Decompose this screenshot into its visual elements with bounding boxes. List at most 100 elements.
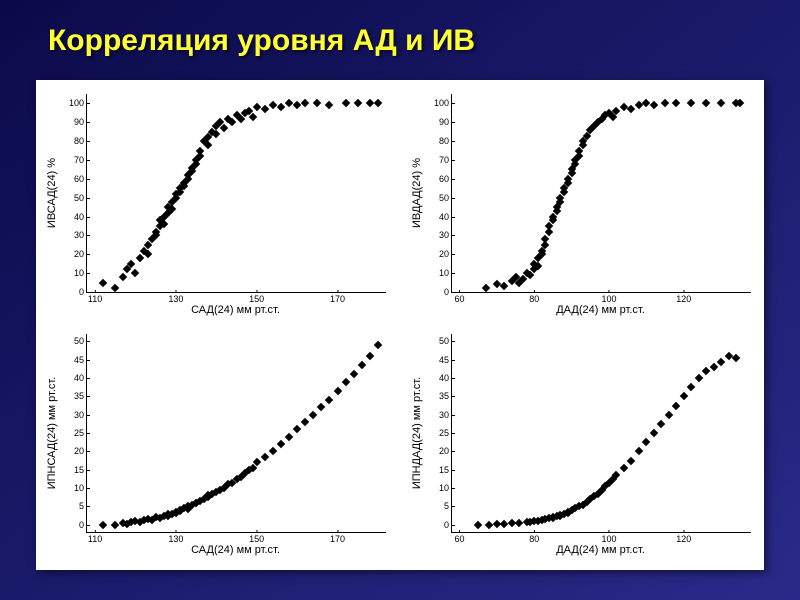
data-point: [672, 99, 680, 107]
plot-area: 0102030405060708090100110130150170: [86, 94, 386, 293]
slide-title: Корреляция уровня АД и ИВ: [0, 0, 800, 58]
panel-top-right: 01020304050607080901006080100120 ИВДАД(24…: [409, 88, 756, 322]
data-point: [474, 520, 482, 528]
data-point: [627, 105, 635, 113]
ytick: 90: [74, 117, 87, 127]
data-point: [500, 520, 508, 528]
y-axis-label: ИПНСАД(24) мм рт.ст.: [46, 377, 58, 490]
ytick: 0: [79, 287, 87, 297]
data-point: [717, 357, 725, 365]
ytick: 80: [74, 136, 87, 146]
ytick: 50: [439, 336, 452, 346]
data-point: [366, 352, 374, 360]
data-point: [143, 250, 151, 258]
ytick: 70: [439, 155, 452, 165]
xtick: 130: [168, 292, 183, 304]
panel-top-left: 0102030405060708090100110130150170ИВСАД(…: [44, 88, 391, 322]
data-point: [642, 438, 650, 446]
data-point: [732, 354, 740, 362]
data-point: [228, 118, 236, 126]
data-point: [212, 129, 220, 137]
ytick: 80: [439, 136, 452, 146]
data-point: [515, 519, 523, 527]
ytick: 40: [439, 373, 452, 383]
x-axis-label: САД(24) мм рт.ст.: [191, 304, 280, 316]
data-point: [111, 284, 119, 292]
data-point: [127, 259, 135, 267]
data-point: [261, 453, 269, 461]
data-point: [545, 227, 553, 235]
data-point: [309, 410, 317, 418]
data-point: [220, 124, 228, 132]
xtick: 80: [529, 292, 539, 304]
ytick: 40: [439, 212, 452, 222]
data-point: [353, 99, 361, 107]
ytick: 60: [74, 174, 87, 184]
data-point: [627, 456, 635, 464]
xtick: 130: [168, 532, 183, 544]
data-point: [333, 387, 341, 395]
xtick: 110: [88, 532, 102, 544]
ytick: 70: [74, 155, 87, 165]
xtick: 120: [676, 292, 691, 304]
data-point: [277, 103, 285, 111]
xtick: 150: [249, 532, 264, 544]
ytick: 10: [74, 483, 87, 493]
ytick: 15: [439, 465, 452, 475]
x-axis-label: ДАД(24) мм рт.ст.: [556, 544, 645, 556]
data-point: [374, 99, 382, 107]
ytick: 50: [74, 336, 87, 346]
xtick: 60: [454, 292, 464, 304]
data-point: [269, 447, 277, 455]
data-point: [709, 363, 717, 371]
chart-grid: 0102030405060708090100110130150170ИВСАД(…: [44, 88, 756, 562]
xtick: 100: [601, 532, 616, 544]
data-point: [99, 520, 107, 528]
slide: Корреляция уровня АД и ИВ 01020304050607…: [0, 0, 800, 600]
y-axis-label: ИВДАД(24) %: [411, 158, 423, 228]
ytick: 30: [439, 410, 452, 420]
xtick: 60: [454, 532, 464, 544]
data-point: [620, 464, 628, 472]
data-point: [650, 101, 658, 109]
ytick: 15: [74, 465, 87, 475]
data-point: [131, 269, 139, 277]
data-point: [650, 429, 658, 437]
data-point: [366, 99, 374, 107]
xtick: 170: [330, 532, 345, 544]
xtick: 120: [676, 532, 691, 544]
data-point: [119, 273, 127, 281]
plot-area: 01020304050607080901006080100120: [451, 94, 751, 293]
ytick: 100: [69, 98, 87, 108]
ytick: 5: [444, 501, 452, 511]
data-point: [341, 99, 349, 107]
panel-bottom-left: 05101520253035404550110130150170ИПНСАД(2…: [44, 328, 391, 562]
ytick: 50: [439, 193, 452, 203]
data-point: [313, 99, 321, 107]
ytick: 0: [444, 287, 452, 297]
data-point: [301, 418, 309, 426]
data-point: [99, 278, 107, 286]
data-point: [285, 432, 293, 440]
ytick: 45: [74, 355, 87, 365]
ytick: 20: [439, 249, 452, 259]
chart-area: 0102030405060708090100110130150170ИВСАД(…: [36, 80, 764, 570]
data-point: [341, 377, 349, 385]
data-point: [661, 99, 669, 107]
xtick: 80: [529, 532, 539, 544]
ytick: 30: [74, 230, 87, 240]
x-axis-label: ДАД(24) мм рт.ст.: [556, 304, 645, 316]
data-point: [702, 99, 710, 107]
data-point: [277, 440, 285, 448]
ytick: 0: [79, 520, 87, 530]
ytick: 40: [74, 373, 87, 383]
data-point: [485, 520, 493, 528]
ytick: 20: [74, 446, 87, 456]
ytick: 20: [74, 249, 87, 259]
data-point: [724, 352, 732, 360]
data-point: [657, 420, 665, 428]
ytick: 35: [74, 391, 87, 401]
x-axis-label: САД(24) мм рт.ст.: [191, 544, 280, 556]
data-point: [204, 141, 212, 149]
ytick: 100: [434, 98, 452, 108]
